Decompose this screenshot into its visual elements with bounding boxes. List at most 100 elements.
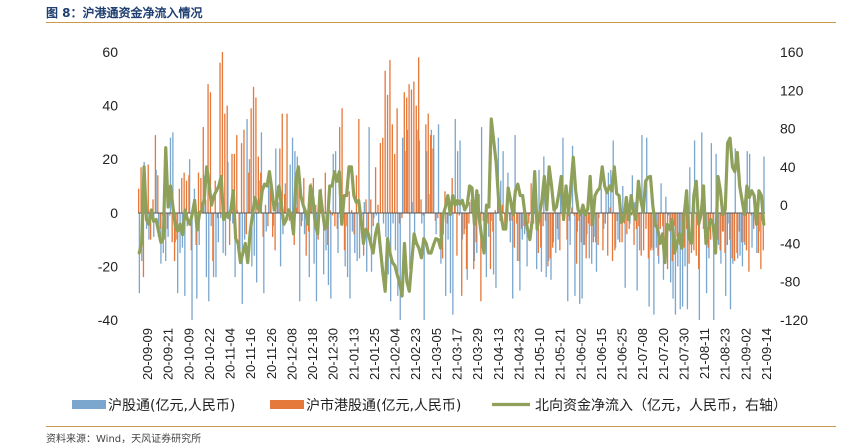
hk-connect-bar	[159, 212, 161, 229]
x-tick-label: 21-07-30	[677, 328, 692, 380]
hk-connect-bar	[346, 212, 348, 227]
sh-connect-bar	[411, 202, 413, 213]
hk-connect-bar	[181, 177, 183, 213]
sh-connect-bar	[337, 212, 339, 253]
sh-connect-bar	[409, 212, 411, 270]
sh-connect-bar	[270, 180, 272, 213]
sh-connect-bar	[263, 212, 265, 294]
sh-connect-bar	[279, 212, 282, 267]
sh-connect-bar	[641, 135, 643, 213]
hk-connect-bar	[659, 212, 662, 229]
sh-connect-bar	[708, 212, 710, 259]
hk-connect-bar	[281, 113, 283, 213]
hk-connect-bar	[626, 212, 628, 235]
sh-connect-bar	[480, 127, 483, 213]
sh-connect-bar	[308, 212, 310, 278]
x-tick-label: 20-11-04	[223, 328, 238, 379]
hk-connect-bar	[528, 212, 530, 224]
hk-connect-bar	[248, 172, 250, 213]
hk-connect-bar	[750, 212, 752, 216]
sh-connect-bar	[172, 132, 174, 213]
sh-connect-bar	[466, 212, 468, 280]
sh-connect-bar	[715, 153, 717, 213]
sh-connect-bar	[399, 212, 401, 320]
sh-connect-bar	[255, 212, 258, 283]
hk-connect-bar	[470, 199, 472, 213]
hk-connect-bar	[650, 212, 652, 251]
sh-connect-bar	[368, 127, 370, 213]
sh-connect-bar	[557, 212, 559, 240]
sh-connect-bar	[732, 212, 734, 264]
hk-connect-bar	[434, 212, 437, 221]
sh-connect-bar	[650, 212, 653, 248]
hk-connect-bar	[183, 172, 185, 213]
hk-connect-bar	[334, 212, 336, 227]
sh-connect-bar	[354, 212, 356, 253]
sh-connect-bar	[739, 212, 741, 256]
hk-connect-bar	[537, 212, 539, 253]
hk-connect-bar	[652, 212, 654, 251]
x-tick-label: 20-09-21	[161, 328, 176, 380]
hk-connect-bar	[465, 212, 468, 270]
sh-connect-bar	[509, 212, 511, 243]
sh-connect-bar	[727, 212, 729, 224]
sh-connect-bar	[375, 212, 377, 216]
sh-connect-bar	[540, 212, 543, 272]
sh-connect-bar	[748, 153, 751, 213]
sh-connect-bar	[545, 212, 547, 278]
hk-connect-bar	[315, 204, 317, 213]
sh-connect-bar	[404, 151, 406, 213]
hk-connect-bar	[425, 124, 427, 213]
hk-connect-bar	[530, 183, 532, 213]
hk-connect-bar	[738, 212, 740, 232]
sh-connect-bar	[710, 143, 712, 213]
hk-connect-bar	[575, 212, 578, 264]
legend: 沪股通(亿元,人民币) 沪市港股通(亿元,人民币) 北向资金净流入（亿元，人民币…	[72, 397, 787, 414]
hk-connect-bar	[592, 212, 595, 243]
sh-connect-bar	[698, 212, 701, 320]
sh-connect-bar	[210, 212, 212, 227]
hk-connect-bar	[149, 212, 152, 240]
hk-connect-bar	[427, 113, 429, 213]
sh-connect-bar	[512, 212, 514, 299]
sh-connect-bar	[660, 183, 662, 213]
hk-connect-bar	[523, 212, 525, 227]
x-tick-label: 20-12-30	[326, 328, 341, 380]
hk-connect-bar	[396, 108, 398, 213]
hk-connect-bar	[372, 212, 374, 227]
sh-connect-bar	[406, 129, 409, 213]
hk-connect-bar	[461, 212, 463, 296]
hk-connect-bar	[513, 212, 516, 248]
hk-connect-bar	[257, 156, 259, 213]
sh-connect-bar	[421, 212, 423, 224]
left-tick-label: 0	[110, 205, 118, 221]
hk-connect-bar	[480, 212, 482, 302]
sh-connect-bar	[684, 212, 686, 267]
hk-connect-bar	[200, 177, 202, 213]
x-tick-label: 20-11-16	[243, 328, 258, 379]
sh-connect-bar	[392, 212, 394, 224]
hk-connect-bar	[305, 212, 307, 256]
sh-connect-bar	[552, 212, 555, 243]
hk-connect-bar	[604, 212, 606, 224]
sh-connect-bar	[559, 175, 562, 213]
hk-connect-bar	[216, 212, 219, 219]
sh-connect-bar	[253, 212, 255, 256]
hk-connect-bar	[389, 60, 391, 213]
hk-connect-bar	[578, 212, 580, 221]
x-axis-ticks: 20-09-09 20-09-21 20-10-09 20-10-22 20-11-04…	[140, 328, 774, 380]
hk-connect-bar	[721, 212, 724, 232]
sh-connect-bar	[222, 212, 224, 253]
sh-connect-bar	[239, 212, 241, 262]
sh-connect-bar	[327, 212, 330, 286]
hk-connect-bar	[501, 204, 504, 213]
hk-connect-bar	[446, 212, 449, 224]
x-tick-label: 21-04-23	[511, 328, 526, 380]
x-tick-label: 21-05-21	[553, 328, 568, 380]
sh-connect-bar	[179, 212, 181, 253]
hk-connect-bar	[398, 212, 401, 224]
sh-connect-bar	[169, 137, 172, 213]
hk-connect-bar	[642, 212, 645, 251]
hk-connect-bar	[693, 212, 695, 251]
hk-connect-bar	[370, 199, 372, 213]
